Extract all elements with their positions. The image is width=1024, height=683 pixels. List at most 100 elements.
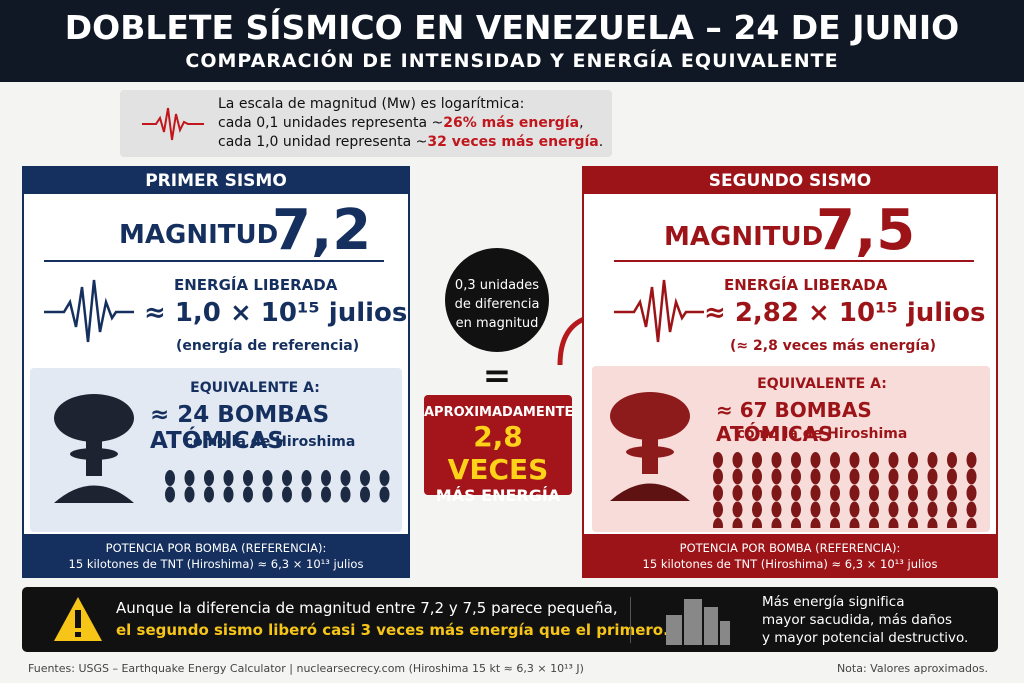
bomb-icon <box>869 452 879 468</box>
bomb-icon <box>791 485 801 501</box>
note-line: La escala de magnitud (Mw) es logarítmic… <box>218 96 525 112</box>
bomb-icon <box>732 468 743 485</box>
bomb-icon <box>713 468 723 485</box>
bomb-icon <box>360 486 370 503</box>
bomb-icon <box>888 501 899 518</box>
energy-value: ≈ 1,0 × 10¹⁵ julios <box>144 298 408 328</box>
bomb-icon <box>810 468 821 485</box>
bomb-icon <box>340 486 351 503</box>
energy-note: (≈ 2,8 veces más energía) <box>730 338 937 354</box>
warning-side-line: Más energía significa <box>762 594 905 610</box>
bomb-icon <box>869 501 879 518</box>
result-box: APROXIMADAMENTE 2,8 VECES MÁS ENERGÍA <box>424 395 574 505</box>
bomb-icon <box>830 468 840 485</box>
magnitude-label: MAGNITUD <box>119 220 279 250</box>
bomb-icon <box>165 486 175 503</box>
bomb-icon <box>888 485 899 501</box>
equals: = <box>482 356 512 396</box>
bomb-icon <box>869 485 879 501</box>
bomb-icon <box>223 470 234 486</box>
bomb-icon <box>927 485 938 501</box>
bomb-icon <box>908 452 918 468</box>
bomb-icon <box>732 452 743 468</box>
bomb-icon <box>810 485 821 501</box>
panel-header: PRIMER SISMO <box>24 168 408 194</box>
text: . <box>598 134 604 150</box>
footer-text: 15 kilotones de TNT (Hiroshima) ≈ 6,3 × … <box>68 557 364 571</box>
bomb-icon <box>301 486 312 503</box>
result-bottom: MÁS ENERGÍA <box>435 486 561 505</box>
bomb-icon <box>830 485 840 501</box>
bomb-icon <box>830 452 840 468</box>
seismo-line <box>142 107 204 141</box>
text: cada 0,1 unidades representa ~ <box>218 115 444 131</box>
warning-line: Aunque la diferencia de magnitud entre 7… <box>116 599 618 617</box>
bomb-icon <box>966 518 977 528</box>
mushroom-cloud <box>610 392 690 501</box>
separator <box>630 597 631 643</box>
bomb-icon <box>966 468 977 485</box>
bomb-icon <box>908 468 918 485</box>
panel-footer: POTENCIA POR BOMBA (REFERENCIA): 15 kilot… <box>584 534 996 576</box>
panel-first: PRIMER SISMO MAGNITUD 7,2 ENERGÍA LIBERA… <box>22 166 410 578</box>
panel-footer: POTENCIA POR BOMBA (REFERENCIA): 15 kilot… <box>24 534 408 576</box>
bomb-icon <box>849 452 860 468</box>
equivalent-value: ≈ 67 BOMBAS ATÓMICAS <box>716 398 872 446</box>
bomb-icon <box>791 468 801 485</box>
header: DOBLETE SÍSMICO EN VENEZUELA – 24 DE JUN… <box>0 0 1024 82</box>
note-box: La escala de magnitud (Mw) es logarítmic… <box>120 90 612 157</box>
bomb-icon <box>321 470 331 486</box>
bomb-icon <box>810 452 821 468</box>
sources: Fuentes: USGS – Earthquake Energy Calcul… <box>28 662 584 675</box>
bomb-icon <box>947 485 957 501</box>
divider <box>614 260 974 262</box>
equivalent-box: EQUIVALENTE A: ≈ 67 BOMBAS ATÓMICAS como… <box>592 366 990 532</box>
seismo-icon <box>44 279 134 343</box>
bomb-icon <box>771 501 782 518</box>
footer-note: Nota: Valores aproximados. <box>836 662 988 675</box>
equivalent-note: como la de Hiroshima <box>736 426 908 442</box>
bomb-icon <box>262 470 273 486</box>
bomb-icon <box>752 518 762 528</box>
warning-side-line: y mayor potencial destructivo. <box>762 630 969 646</box>
text: cada 1,0 unidad representa ~ <box>218 134 428 150</box>
seismo-icon <box>142 107 204 141</box>
bomb-grid <box>165 470 390 503</box>
highlight: 26% más energía <box>443 115 580 131</box>
seismo-icon <box>614 279 704 343</box>
bomb-icon <box>888 468 899 485</box>
bomb-icon <box>379 486 390 503</box>
bomb-icon <box>771 485 782 501</box>
warning-icon <box>54 597 102 641</box>
bomb-grid <box>713 452 977 528</box>
warning-line: el segundo sismo liberó casi 3 veces más… <box>116 621 669 639</box>
bomb-icon <box>262 486 273 503</box>
title: DOBLETE SÍSMICO EN VENEZUELA – 24 DE JUN… <box>64 8 960 47</box>
bomb-icon <box>713 501 723 518</box>
bomb-icon <box>243 470 253 486</box>
result-top: APROXIMADAMENTE <box>424 405 574 420</box>
bomb-icon <box>752 468 762 485</box>
bomb-icon <box>869 468 879 485</box>
bomb-icon <box>771 518 782 528</box>
cloud <box>54 394 134 503</box>
seismo-line <box>44 279 134 343</box>
bomb-icon <box>927 452 938 468</box>
mushroom-cloud <box>54 394 134 503</box>
divider <box>44 260 384 262</box>
bomb-icon <box>888 452 899 468</box>
bomb-icon <box>849 518 860 528</box>
bomb-icon <box>849 468 860 485</box>
bomb-icon <box>947 501 957 518</box>
panel-second: SEGUNDO SISMO MAGNITUD 7,5 ENERGÍA LIBER… <box>582 166 998 578</box>
bomb-icon <box>752 501 762 518</box>
bomb-icon <box>732 518 743 528</box>
bomb-icon <box>204 470 214 486</box>
highlight: 32 veces más energía <box>427 134 599 150</box>
warning-bar: Aunque la diferencia de magnitud entre 7… <box>22 587 998 652</box>
bomb-icon <box>966 485 977 501</box>
bomb-icon <box>908 518 918 528</box>
bomb-icon <box>927 468 938 485</box>
warning-side-line: mayor sacudida, más daños <box>762 612 952 628</box>
